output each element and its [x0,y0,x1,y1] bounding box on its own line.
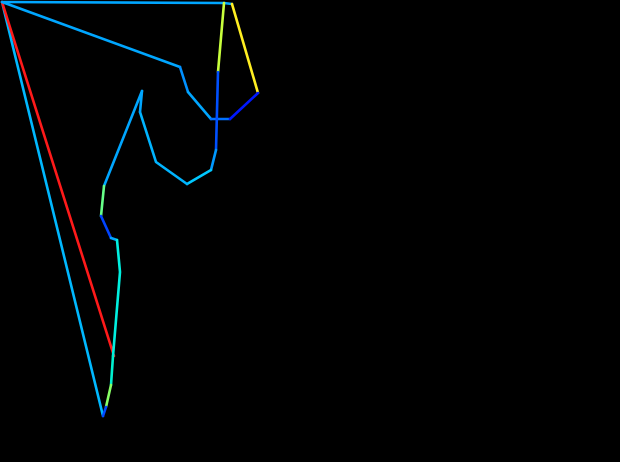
segment-yellow-green-upper [216,1,226,74]
segment-yellow-right [230,2,260,95]
line-segments-group [0,0,260,418]
segment-arm-to-junction [186,90,213,121]
segment-dark-blue-link [228,91,260,121]
segment-green-short [99,184,106,218]
segment-left-outer-edge [0,0,105,418]
segment-top-edge [0,0,226,5]
segment-inner-long-left [102,89,144,188]
segment-cyan-long [111,238,122,358]
segment-red-diagonal [0,0,116,358]
segment-vertical-blue [214,70,220,152]
segment-upper-arm [0,0,182,69]
segment-cyan-lower [109,354,115,387]
segment-hook-left [138,110,189,186]
segment-blue-step [99,214,113,240]
segment-top-right-stub [222,1,234,6]
segment-bottom-blue-tip [101,405,108,418]
segment-hook-lower-right [209,148,218,172]
segment-green-tip [104,383,113,409]
segment-hook-bottom [185,168,213,186]
segment-arm-bend [178,65,190,94]
